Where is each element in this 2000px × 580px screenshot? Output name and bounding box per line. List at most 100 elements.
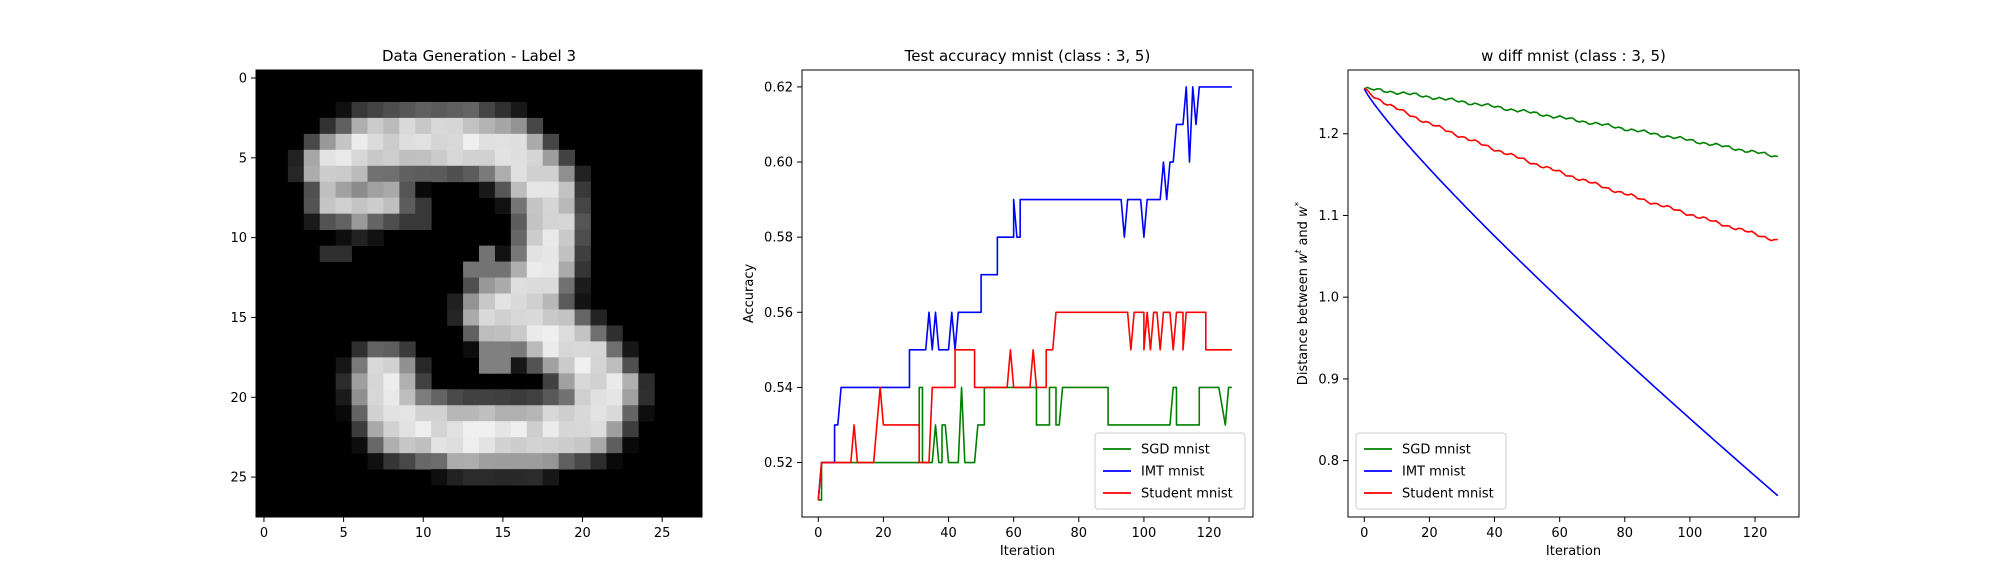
image-pixel bbox=[574, 229, 591, 247]
image-pixel bbox=[463, 309, 480, 326]
image-pixel bbox=[558, 309, 575, 326]
image-pixel bbox=[494, 261, 512, 278]
image-pixel bbox=[590, 453, 607, 470]
image-pixel bbox=[351, 197, 368, 215]
image-pixel bbox=[335, 245, 352, 262]
y-axis-label: Distance between wt and w* bbox=[1294, 201, 1311, 385]
y-tick-label: 1.0 bbox=[1318, 291, 1339, 306]
image-pixel bbox=[383, 373, 400, 390]
x-tick-label: 40 bbox=[940, 526, 957, 541]
image-pixel bbox=[351, 101, 368, 119]
image-pixel bbox=[510, 277, 528, 294]
image-pixel bbox=[494, 357, 512, 374]
line-panel-2: 0 20 40 60 80 100 120 0.8 0.9 1.0 1.1 1.2 w diff mni… bbox=[1294, 47, 1800, 559]
image-pixel bbox=[542, 277, 560, 294]
image-pixel bbox=[606, 357, 623, 374]
image-pixel bbox=[574, 357, 591, 374]
image-pixel bbox=[526, 453, 544, 470]
image-pixel bbox=[383, 405, 400, 422]
image-pixel bbox=[590, 389, 607, 406]
image-pixel bbox=[463, 149, 480, 167]
chart-title: w diff mnist (class : 3, 5) bbox=[1481, 47, 1666, 65]
image-pixel bbox=[303, 197, 321, 215]
image-pixel bbox=[351, 149, 368, 167]
image-pixel bbox=[574, 325, 591, 342]
image-pixel bbox=[399, 133, 416, 151]
x-tick-label: 60 bbox=[1551, 526, 1568, 541]
image-pixel bbox=[399, 453, 416, 470]
image-pixel bbox=[590, 357, 607, 374]
image-pixel bbox=[367, 373, 384, 390]
image-pixel bbox=[494, 165, 512, 183]
image-pixel bbox=[383, 357, 400, 374]
image-pixel bbox=[287, 165, 305, 183]
image-pixel bbox=[303, 133, 321, 151]
image-pixel bbox=[558, 437, 575, 454]
image-pixel bbox=[463, 453, 480, 470]
plot-frame bbox=[801, 69, 1254, 518]
image-pixel bbox=[463, 293, 480, 310]
x-axis-label: Iteration bbox=[1000, 544, 1055, 559]
image-pixel bbox=[558, 453, 575, 470]
image-pixel bbox=[526, 341, 544, 358]
image-pixel bbox=[574, 181, 591, 199]
image-pixel bbox=[606, 421, 623, 438]
image-pixel bbox=[479, 309, 496, 326]
image-pixel bbox=[479, 277, 496, 294]
image-pixel bbox=[447, 469, 464, 486]
image-pixel bbox=[367, 133, 384, 151]
image-pixel bbox=[574, 421, 591, 438]
image-pixel bbox=[399, 101, 416, 119]
image-pixel bbox=[558, 341, 575, 358]
image-pixel bbox=[399, 373, 416, 390]
y-axis-label-part: w bbox=[1296, 206, 1311, 217]
image-pixel bbox=[638, 405, 655, 422]
image-pixel bbox=[510, 229, 528, 247]
image-pixel bbox=[590, 309, 607, 326]
image-pixel bbox=[399, 341, 416, 358]
image-pixel bbox=[622, 437, 639, 454]
image-pixel bbox=[510, 261, 528, 278]
image-pixel bbox=[479, 341, 496, 358]
y-axis-label-part: t bbox=[1294, 249, 1304, 253]
image-panel: 0 5 10 15 20 25 0 5 10 15 20 25 Data Generation - La… bbox=[230, 47, 703, 541]
image-pixel bbox=[574, 165, 591, 183]
image-pixel bbox=[510, 293, 528, 310]
image-pixel bbox=[606, 389, 623, 406]
image-pixel bbox=[590, 373, 607, 390]
image-pixel bbox=[415, 373, 432, 390]
legend-label: IMT mnist bbox=[1402, 465, 1466, 480]
image-pixel bbox=[335, 357, 352, 374]
image-pixel bbox=[383, 149, 400, 167]
image-pixel bbox=[526, 197, 544, 215]
series-line-imt-mnist bbox=[817, 86, 1232, 501]
image-pixel bbox=[574, 341, 591, 358]
series-line-imt-mnist bbox=[1363, 88, 1779, 497]
image-pixel bbox=[383, 453, 400, 470]
image-pixel bbox=[479, 437, 496, 454]
image-pixel bbox=[638, 389, 655, 406]
image-pixel bbox=[431, 389, 448, 406]
y-axis-label-part: * bbox=[1294, 201, 1304, 206]
y-axis-label-part: and bbox=[1296, 217, 1311, 250]
image-pixel bbox=[574, 437, 591, 454]
image-pixel bbox=[494, 341, 512, 358]
image-pixel bbox=[463, 277, 480, 294]
image-pixel bbox=[431, 117, 448, 135]
image-pixel bbox=[526, 325, 544, 342]
image-pixel bbox=[367, 357, 384, 374]
image-pixel bbox=[415, 133, 432, 151]
image-pixel bbox=[510, 197, 528, 215]
x-tick-label: 20 bbox=[574, 526, 591, 541]
image-pixel bbox=[542, 309, 560, 326]
image-pixel bbox=[415, 405, 432, 422]
image-pixel bbox=[542, 149, 560, 167]
image-pixel bbox=[638, 373, 655, 390]
image-pixel bbox=[526, 245, 544, 262]
image-pixel bbox=[479, 421, 496, 438]
legend-box bbox=[1355, 432, 1507, 510]
image-pixel bbox=[574, 197, 591, 215]
image-pixel bbox=[542, 181, 560, 199]
image-pixel bbox=[574, 245, 591, 262]
image-pixel bbox=[351, 213, 368, 231]
